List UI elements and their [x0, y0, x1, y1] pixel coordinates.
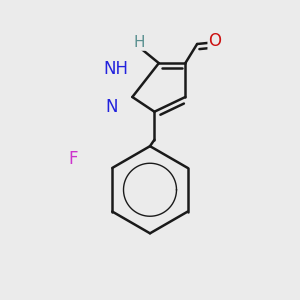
Text: NH: NH [103, 60, 129, 78]
Text: O: O [208, 32, 221, 50]
Text: H: H [134, 35, 146, 50]
Text: F: F [69, 150, 78, 168]
Text: N: N [106, 98, 118, 116]
